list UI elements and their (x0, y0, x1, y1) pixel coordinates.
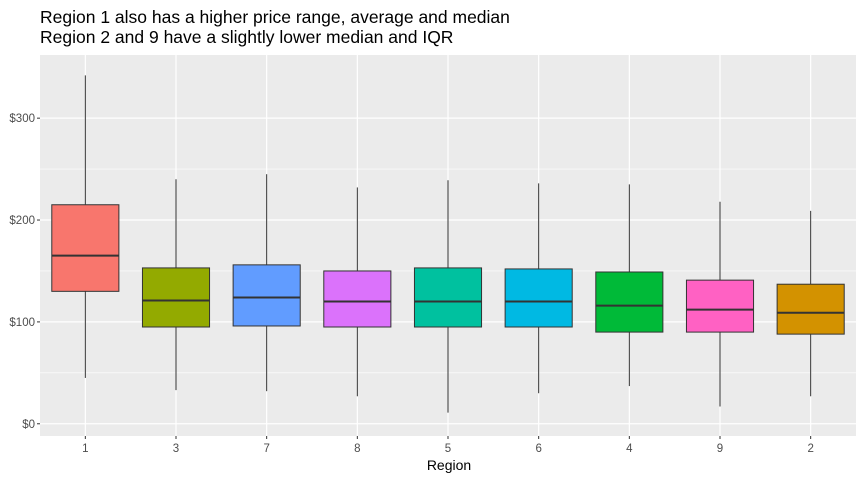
x-tick-label: 8 (354, 443, 360, 455)
chart-title-line-1: Region 1 also has a higher price range, … (40, 7, 510, 27)
y-tick-label: $200 (9, 215, 35, 227)
y-tick-label: $300 (9, 113, 35, 125)
box-region-8 (323, 187, 392, 397)
x-tick-label: 5 (445, 443, 451, 455)
iqr-box (323, 270, 392, 328)
x-tick-label: 6 (535, 443, 541, 455)
box-region-1 (51, 75, 120, 378)
iqr-box (413, 267, 483, 328)
x-tick-label: 4 (626, 443, 633, 455)
x-axis-title: Region (427, 457, 471, 473)
iqr-box (51, 204, 120, 292)
iqr-box (595, 271, 664, 333)
y-tick-label: $0 (22, 419, 35, 431)
x-axis: 1 3 7 8 5 6 4 9 2 (82, 436, 814, 455)
box-region-3 (141, 179, 211, 391)
y-tick-label: $100 (9, 317, 35, 329)
x-tick-label: 9 (717, 443, 723, 455)
box-region-5 (413, 180, 483, 413)
iqr-box (504, 268, 573, 328)
x-tick-label: 2 (807, 443, 813, 455)
iqr-box (232, 264, 301, 327)
box-region-2 (776, 210, 845, 397)
x-tick-label: 7 (263, 443, 269, 455)
x-tick-label: 3 (173, 443, 179, 455)
y-axis: $0 $100 $200 $300 (9, 113, 40, 431)
chart-title-line-2: Region 2 and 9 have a slightly lower med… (40, 27, 453, 47)
iqr-box (685, 279, 755, 333)
box-region-9 (685, 201, 755, 407)
box-region-6 (504, 183, 573, 394)
x-tick-label: 1 (82, 443, 88, 455)
iqr-box (776, 283, 845, 335)
box-region-7 (232, 174, 301, 392)
iqr-box (141, 267, 211, 328)
box-series (51, 75, 845, 413)
box-region-4 (595, 184, 664, 387)
